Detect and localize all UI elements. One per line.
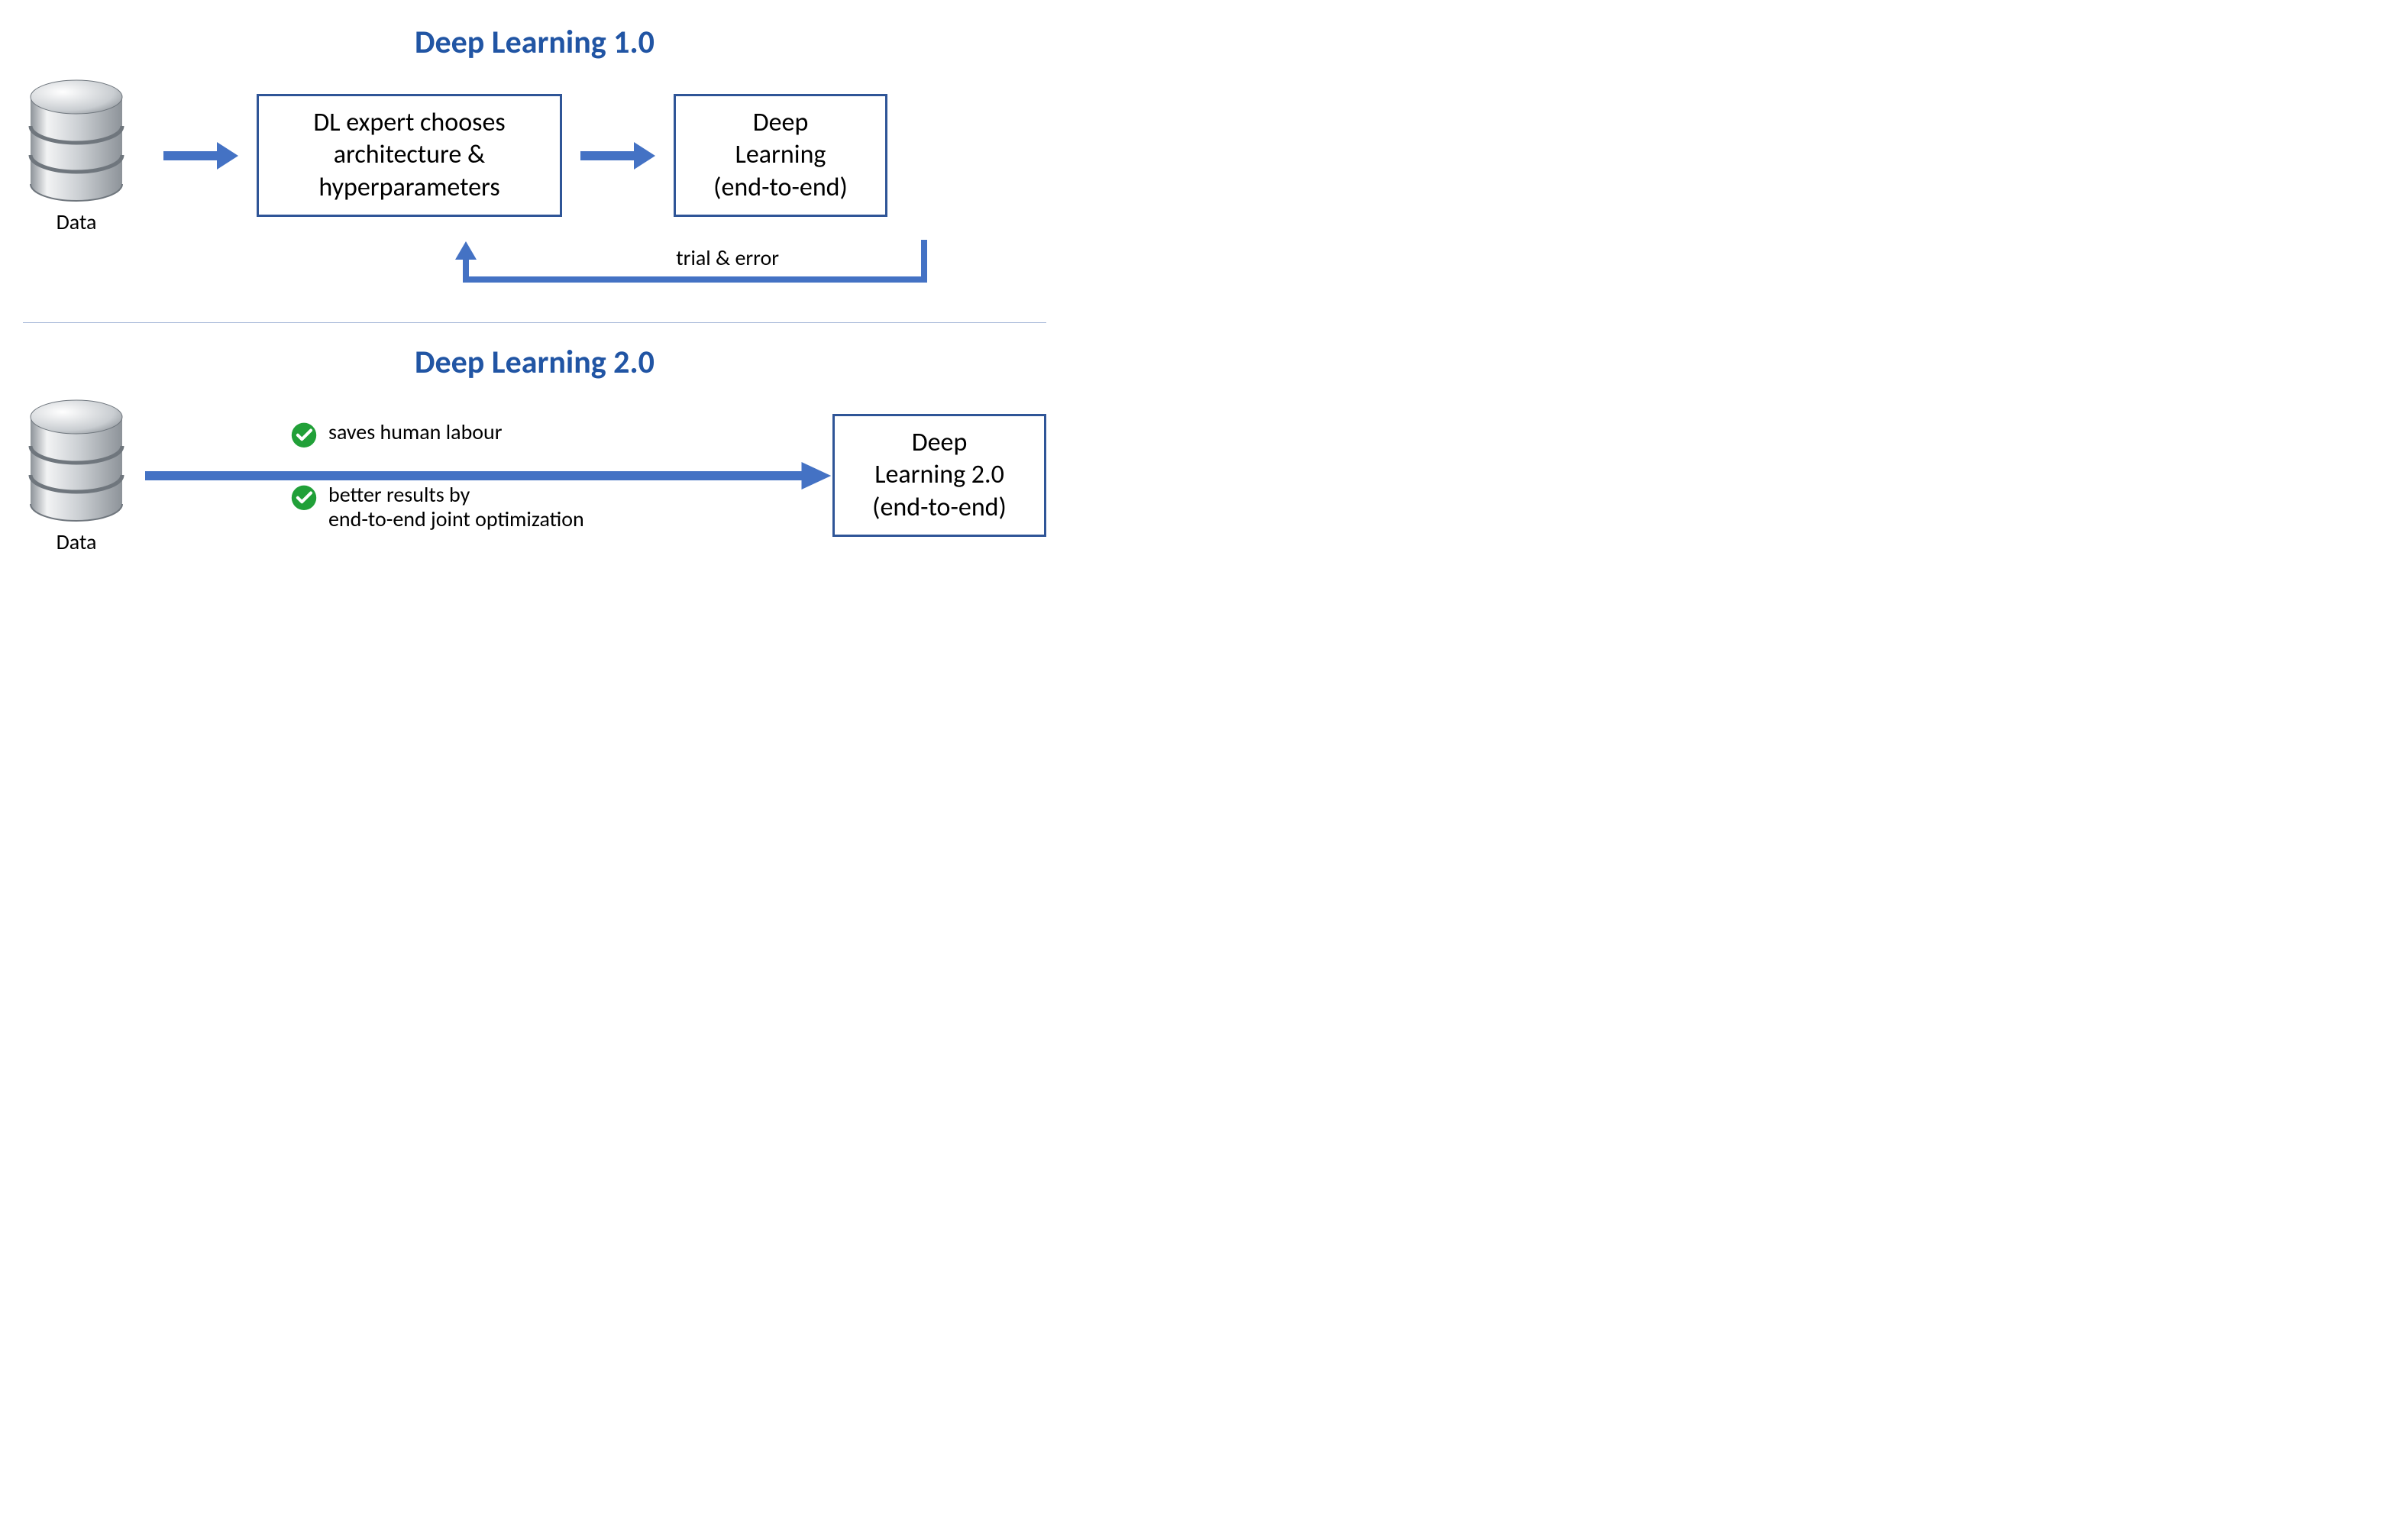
section1-title: Deep Learning 1.0 xyxy=(23,23,1046,62)
feedback-wrap: trial & error xyxy=(23,240,1046,301)
section-dl2: Deep Learning 2.0 Data xyxy=(23,343,1046,555)
box-dl2-line3: (end-to-end) xyxy=(872,492,1007,523)
data-source-2: Data xyxy=(23,396,130,555)
check-icon xyxy=(290,421,318,448)
section-divider xyxy=(23,322,1046,323)
benefit-2: better results by end-to-end joint optim… xyxy=(290,482,584,531)
box-dl2-line2: Learning 2.0 xyxy=(874,459,1004,490)
database-icon xyxy=(23,76,130,205)
section1-row: Data DL expert chooses architecture & hy… xyxy=(23,76,1046,235)
box-dl1-line2: Learning xyxy=(735,139,826,170)
long-arrow-wrap: saves human labour better results by end… xyxy=(145,460,832,491)
section2-title: Deep Learning 2.0 xyxy=(23,343,1046,382)
box-dl1-line3: (end-to-end) xyxy=(713,172,848,203)
benefit-1-text: saves human labour xyxy=(328,419,503,444)
data-source-1: Data xyxy=(23,76,130,235)
benefits-list: saves human labour better results by end… xyxy=(290,419,584,531)
database-icon xyxy=(23,396,130,525)
data-label-2: Data xyxy=(57,528,97,555)
benefit-1: saves human labour xyxy=(290,419,584,448)
box-expert-line1: DL expert chooses xyxy=(313,107,505,138)
box-dl1: Deep Learning (end-to-end) xyxy=(674,94,887,218)
arrow-data-to-expert xyxy=(159,133,243,179)
box-expert: DL expert chooses architecture & hyperpa… xyxy=(257,94,562,218)
box-dl2-line1: Deep xyxy=(912,427,968,458)
box-dl2: Deep Learning 2.0 (end-to-end) xyxy=(832,414,1046,538)
benefit-2-text: better results by end-to-end joint optim… xyxy=(328,482,584,531)
box-dl1-line1: Deep xyxy=(753,107,809,138)
box-expert-line3: hyperparameters xyxy=(318,172,499,203)
data-label-1: Data xyxy=(57,208,97,235)
section-dl1: Deep Learning 1.0 Data DL expert c xyxy=(23,23,1046,301)
section2-row: Data saves human labour better results b… xyxy=(23,396,1046,555)
box-expert-line2: architecture & xyxy=(334,139,485,170)
feedback-label: trial & error xyxy=(676,244,779,271)
check-icon xyxy=(290,483,318,511)
arrow-expert-to-dl xyxy=(576,133,660,179)
